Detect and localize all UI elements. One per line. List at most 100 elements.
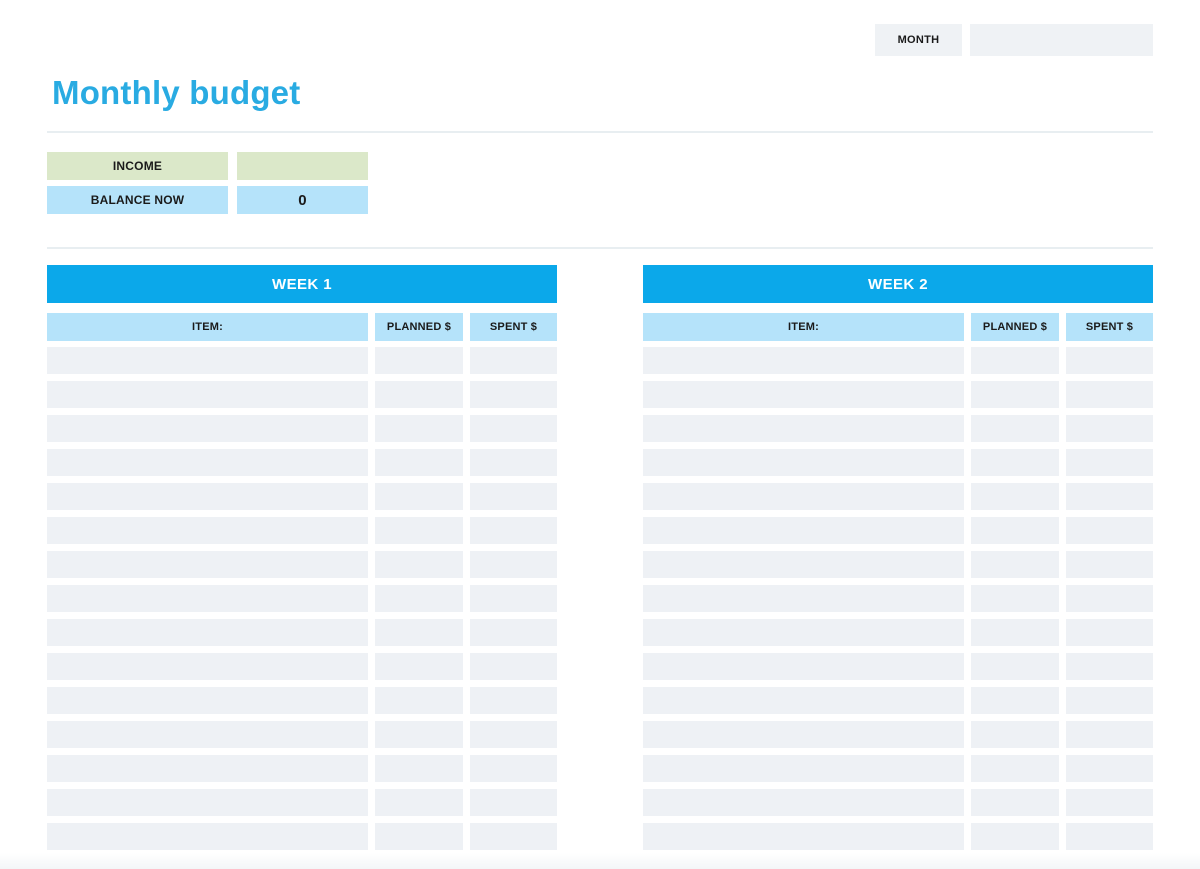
item-cell[interactable] — [47, 721, 368, 748]
spent-cell[interactable] — [1066, 619, 1153, 646]
spent-cell[interactable] — [1066, 823, 1153, 850]
planned-cell[interactable] — [375, 619, 463, 646]
planned-cell[interactable] — [375, 721, 463, 748]
item-cell[interactable] — [643, 653, 964, 680]
planned-cell[interactable] — [375, 517, 463, 544]
item-cell[interactable] — [47, 381, 368, 408]
spent-cell[interactable] — [470, 789, 557, 816]
planned-cell[interactable] — [971, 823, 1059, 850]
planned-cell[interactable] — [971, 619, 1059, 646]
planned-cell[interactable] — [375, 687, 463, 714]
spent-cell[interactable] — [470, 449, 557, 476]
item-cell[interactable] — [47, 415, 368, 442]
item-cell[interactable] — [47, 551, 368, 578]
planned-cell[interactable] — [971, 551, 1059, 578]
item-cell[interactable] — [47, 755, 368, 782]
spent-cell[interactable] — [470, 823, 557, 850]
item-cell[interactable] — [643, 619, 964, 646]
spent-cell[interactable] — [470, 755, 557, 782]
item-cell[interactable] — [643, 823, 964, 850]
planned-cell[interactable] — [375, 483, 463, 510]
planned-cell[interactable] — [971, 517, 1059, 544]
spent-cell[interactable] — [470, 517, 557, 544]
planned-cell[interactable] — [971, 789, 1059, 816]
planned-cell[interactable] — [375, 551, 463, 578]
item-cell[interactable] — [643, 551, 964, 578]
planned-cell[interactable] — [971, 755, 1059, 782]
item-cell[interactable] — [47, 585, 368, 612]
planned-cell[interactable] — [375, 823, 463, 850]
item-cell[interactable] — [47, 449, 368, 476]
spent-cell[interactable] — [470, 721, 557, 748]
item-cell[interactable] — [47, 483, 368, 510]
spent-cell[interactable] — [1066, 687, 1153, 714]
week-header: WEEK 1 — [47, 265, 557, 303]
planned-cell[interactable] — [375, 381, 463, 408]
planned-cell[interactable] — [971, 347, 1059, 374]
income-value-cell[interactable] — [237, 152, 368, 180]
spent-cell[interactable] — [1066, 483, 1153, 510]
item-cell[interactable] — [643, 517, 964, 544]
page-bottom-edge — [0, 853, 1200, 869]
spent-cell[interactable] — [470, 585, 557, 612]
item-cell[interactable] — [47, 823, 368, 850]
spent-cell[interactable] — [470, 551, 557, 578]
item-cell[interactable] — [47, 517, 368, 544]
planned-cell[interactable] — [971, 483, 1059, 510]
item-cell[interactable] — [47, 687, 368, 714]
spent-cell[interactable] — [1066, 721, 1153, 748]
spent-cell[interactable] — [1066, 653, 1153, 680]
week-header: WEEK 2 — [643, 265, 1153, 303]
planned-cell[interactable] — [971, 687, 1059, 714]
planned-cell[interactable] — [375, 449, 463, 476]
spent-cell[interactable] — [1066, 585, 1153, 612]
item-cell[interactable] — [643, 789, 964, 816]
spent-cell[interactable] — [1066, 415, 1153, 442]
spent-cell[interactable] — [470, 619, 557, 646]
planned-cell[interactable] — [971, 653, 1059, 680]
spent-cell[interactable] — [1066, 789, 1153, 816]
item-cell[interactable] — [47, 789, 368, 816]
planned-cell[interactable] — [375, 415, 463, 442]
planned-cell[interactable] — [375, 653, 463, 680]
spent-cell[interactable] — [1066, 381, 1153, 408]
spent-cell[interactable] — [470, 687, 557, 714]
planned-cell[interactable] — [971, 381, 1059, 408]
item-cell[interactable] — [643, 687, 964, 714]
planned-cell[interactable] — [971, 449, 1059, 476]
planned-cell[interactable] — [375, 755, 463, 782]
spent-cell[interactable] — [1066, 449, 1153, 476]
page-title: Monthly budget — [52, 74, 301, 111]
item-cell[interactable] — [47, 347, 368, 374]
item-cell[interactable] — [47, 653, 368, 680]
planned-cell[interactable] — [971, 721, 1059, 748]
spent-cell[interactable] — [470, 653, 557, 680]
balance-now-value-cell[interactable]: 0 — [237, 186, 368, 214]
item-cell[interactable] — [643, 449, 964, 476]
item-cell[interactable] — [643, 381, 964, 408]
month-value-cell[interactable] — [970, 24, 1153, 56]
item-cell[interactable] — [643, 721, 964, 748]
planned-cell[interactable] — [375, 585, 463, 612]
spent-cell[interactable] — [470, 347, 557, 374]
spent-cell[interactable] — [1066, 551, 1153, 578]
planned-cell[interactable] — [971, 585, 1059, 612]
planned-cell[interactable] — [375, 789, 463, 816]
spent-cell[interactable] — [1066, 755, 1153, 782]
item-cell[interactable] — [643, 755, 964, 782]
spent-cell[interactable] — [470, 415, 557, 442]
item-cell[interactable] — [643, 415, 964, 442]
planned-cell[interactable] — [971, 415, 1059, 442]
item-cell[interactable] — [643, 483, 964, 510]
spent-cell[interactable] — [1066, 517, 1153, 544]
spent-cell[interactable] — [1066, 347, 1153, 374]
item-cell[interactable] — [643, 347, 964, 374]
spent-cell[interactable] — [470, 381, 557, 408]
column-header-item: ITEM: — [643, 313, 964, 341]
item-cell[interactable] — [47, 619, 368, 646]
item-cell[interactable] — [643, 585, 964, 612]
divider — [47, 131, 1153, 133]
divider — [47, 247, 1153, 249]
planned-cell[interactable] — [375, 347, 463, 374]
spent-cell[interactable] — [470, 483, 557, 510]
